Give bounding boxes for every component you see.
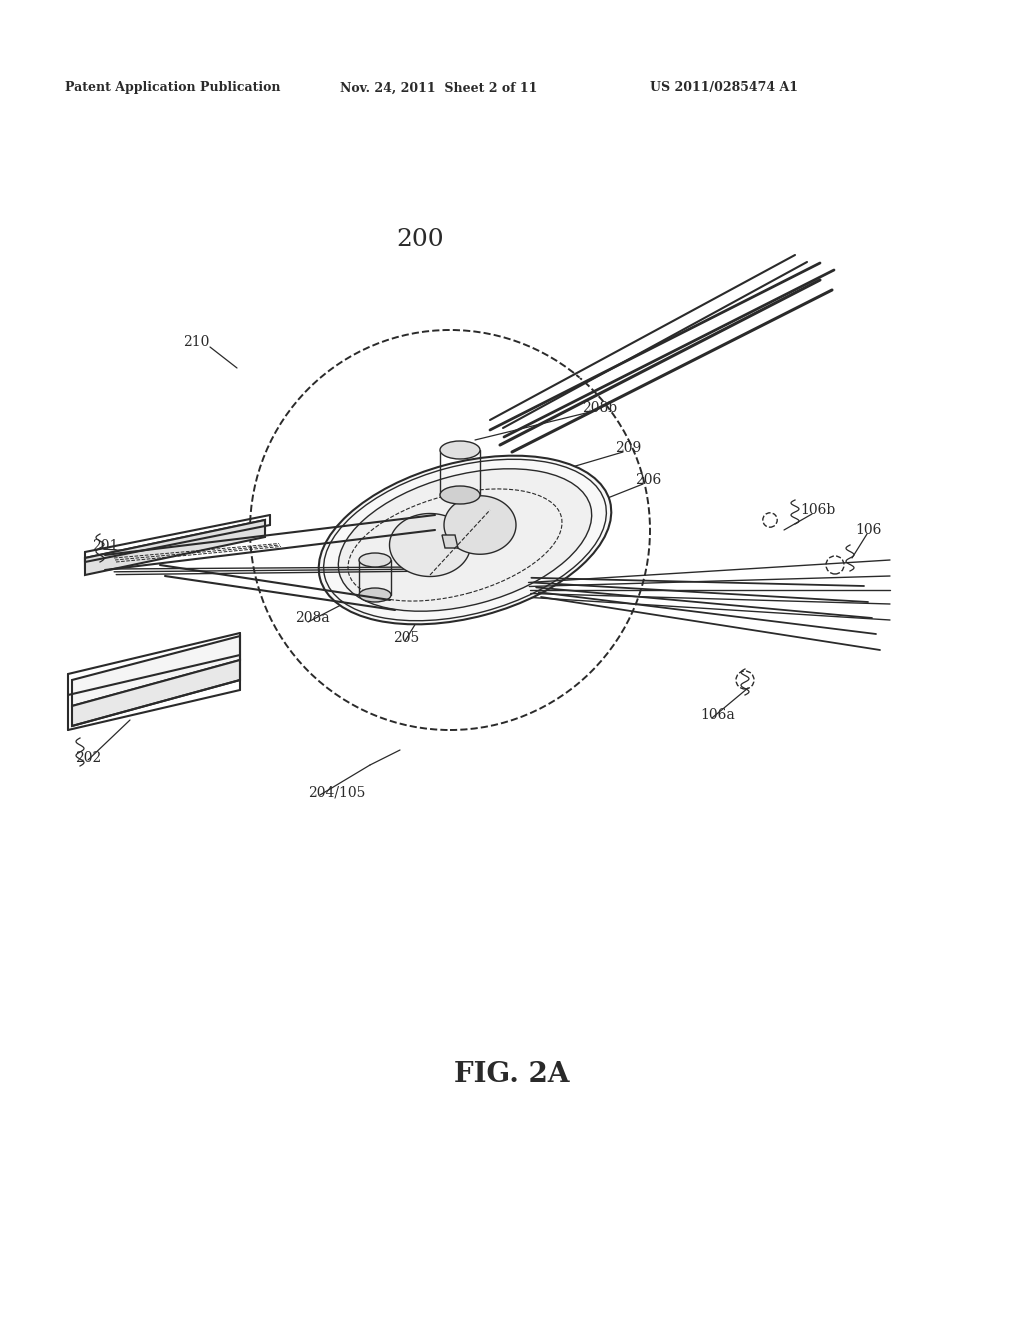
Polygon shape bbox=[85, 520, 265, 568]
Text: 106: 106 bbox=[855, 523, 882, 537]
Polygon shape bbox=[72, 636, 240, 706]
Text: 205: 205 bbox=[393, 631, 419, 645]
Text: Nov. 24, 2011  Sheet 2 of 11: Nov. 24, 2011 Sheet 2 of 11 bbox=[340, 82, 538, 95]
Polygon shape bbox=[442, 535, 458, 548]
Polygon shape bbox=[389, 513, 470, 577]
Text: 200: 200 bbox=[396, 228, 443, 252]
Text: 208a: 208a bbox=[295, 611, 330, 624]
Ellipse shape bbox=[440, 486, 480, 504]
Text: 207: 207 bbox=[330, 564, 356, 577]
Text: 209: 209 bbox=[615, 441, 641, 455]
Ellipse shape bbox=[338, 469, 592, 611]
Text: US 2011/0285474 A1: US 2011/0285474 A1 bbox=[650, 82, 798, 95]
Text: Patent Application Publication: Patent Application Publication bbox=[65, 82, 281, 95]
Ellipse shape bbox=[440, 441, 480, 459]
Polygon shape bbox=[444, 496, 516, 554]
Text: FIG. 2A: FIG. 2A bbox=[455, 1061, 569, 1089]
Text: 210: 210 bbox=[183, 335, 209, 348]
Polygon shape bbox=[72, 660, 240, 726]
Polygon shape bbox=[85, 520, 265, 576]
Text: 206: 206 bbox=[635, 473, 662, 487]
Text: 208b: 208b bbox=[582, 401, 617, 414]
Ellipse shape bbox=[359, 587, 391, 602]
Text: 201: 201 bbox=[92, 539, 119, 553]
Ellipse shape bbox=[359, 553, 391, 568]
Text: 202: 202 bbox=[75, 751, 101, 766]
Text: 204/105: 204/105 bbox=[308, 785, 366, 799]
Ellipse shape bbox=[318, 455, 611, 624]
Text: 106b: 106b bbox=[800, 503, 836, 517]
Text: 106a: 106a bbox=[700, 708, 735, 722]
